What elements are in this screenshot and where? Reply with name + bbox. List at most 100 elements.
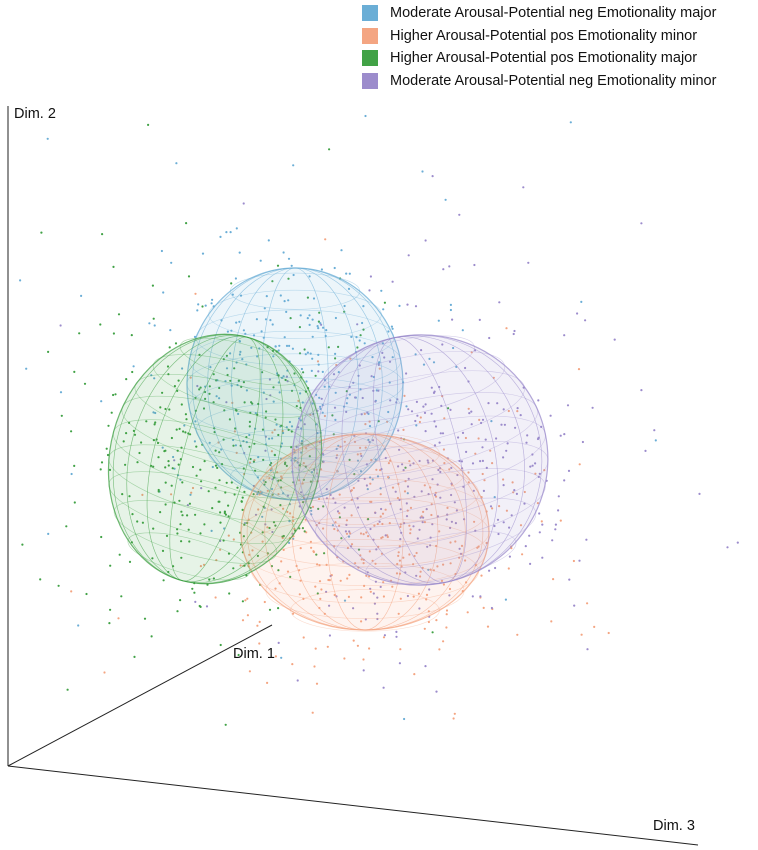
data-point [378, 520, 381, 523]
data-point [450, 466, 453, 469]
data-point [359, 452, 362, 455]
data-point [418, 420, 421, 424]
data-point [279, 294, 282, 297]
data-point [407, 408, 410, 411]
data-point [430, 386, 433, 389]
data-point [147, 123, 150, 126]
data-point [277, 641, 280, 645]
data-point [538, 512, 541, 515]
ellipsoid-meridian [192, 267, 398, 501]
data-point [505, 509, 508, 512]
ellipsoid-parallel [229, 458, 361, 496]
data-point [345, 523, 348, 527]
data-point [298, 464, 301, 467]
data-point [219, 539, 222, 543]
data-point [298, 352, 302, 355]
ellipsoid-parallel [294, 370, 525, 452]
data-point [416, 414, 419, 417]
data-point [276, 264, 280, 267]
data-point [237, 653, 240, 657]
data-point [578, 463, 581, 466]
data-point [526, 434, 529, 437]
data-point [540, 425, 543, 428]
data-point [319, 597, 322, 601]
data-point [377, 389, 380, 392]
data-point [199, 532, 202, 535]
data-point [448, 468, 451, 471]
data-point [281, 535, 284, 538]
data-point [514, 426, 517, 429]
data-point [226, 373, 229, 377]
data-point [170, 436, 173, 440]
data-point [318, 522, 321, 525]
ellipsoid-parallel [323, 335, 475, 389]
data-point [194, 396, 197, 399]
data-point [277, 374, 280, 377]
data-point [218, 451, 221, 454]
data-point [212, 401, 215, 404]
data-point [318, 580, 322, 583]
data-point [289, 512, 292, 515]
data-point [580, 633, 583, 636]
data-point [327, 578, 330, 582]
legend-item[interactable]: Moderate Arousal-Potential neg Emotional… [362, 2, 716, 25]
data-point [306, 351, 309, 354]
data-point [319, 407, 322, 411]
data-point [348, 573, 351, 577]
data-point [233, 367, 236, 370]
legend-swatch [362, 72, 378, 89]
data-point [303, 423, 306, 426]
data-point [334, 357, 337, 360]
data-point [461, 329, 464, 332]
data-point [171, 467, 174, 470]
dim2-axis-label: Dim. 2 [14, 106, 56, 122]
data-point [726, 546, 729, 549]
data-point [490, 606, 493, 610]
data-point [441, 343, 444, 346]
data-point [325, 488, 328, 491]
data-point [406, 509, 409, 512]
data-point [152, 439, 155, 442]
data-point [323, 414, 326, 418]
data-point [316, 325, 319, 328]
data-point [397, 612, 400, 615]
data-point [487, 402, 490, 405]
data-point [298, 569, 301, 572]
ellipsoid-meridian [297, 334, 543, 586]
data-point [283, 336, 286, 339]
legend-item[interactable]: Moderate Arousal-Potential neg Emotional… [362, 70, 716, 93]
data-point [401, 463, 404, 466]
data-point [47, 350, 50, 353]
data-point [217, 500, 220, 503]
data-point [283, 462, 287, 466]
data-point [566, 404, 570, 407]
data-point [332, 497, 335, 500]
data-point [292, 273, 295, 277]
data-point [376, 596, 379, 599]
data-point [554, 528, 557, 531]
data-point [357, 506, 360, 509]
data-point [275, 423, 278, 426]
data-point [188, 540, 191, 543]
data-point [461, 431, 465, 434]
data-point [431, 478, 434, 481]
data-point [122, 440, 125, 443]
data-point [230, 481, 233, 484]
legend-item[interactable]: Higher Arousal-Potential pos Emotionalit… [362, 47, 716, 70]
data-point [285, 464, 288, 467]
data-point [359, 470, 363, 473]
legend-item[interactable]: Higher Arousal-Potential pos Emotionalit… [362, 25, 716, 48]
data-point [184, 431, 187, 434]
data-point [173, 459, 176, 462]
data-point [343, 506, 346, 509]
data-point [398, 559, 401, 562]
data-point [227, 504, 230, 507]
data-point [348, 385, 351, 389]
data-point [496, 518, 500, 521]
data-point [264, 449, 267, 452]
data-point [438, 385, 441, 389]
data-point [361, 321, 364, 325]
data-point [270, 508, 273, 511]
data-point [46, 137, 49, 140]
